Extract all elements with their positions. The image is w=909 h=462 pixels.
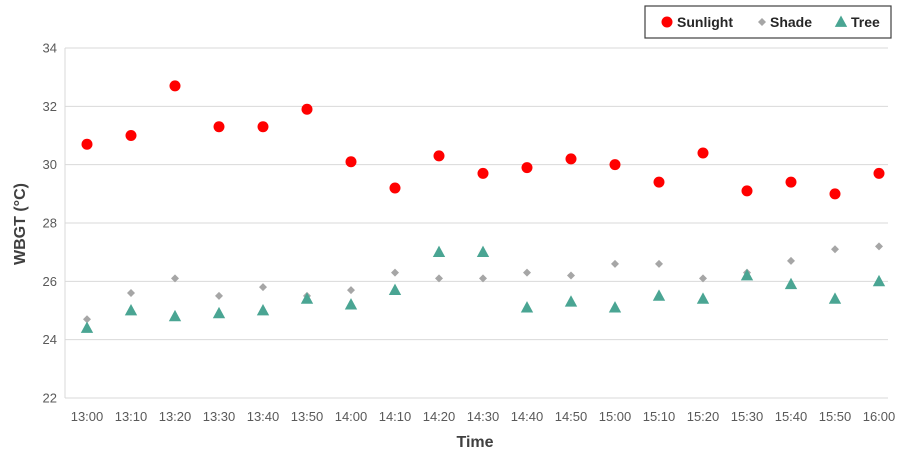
data-point-sunlight: [565, 153, 577, 165]
x-tick-label: 14:00: [335, 409, 368, 424]
data-point-shade: [347, 286, 355, 295]
data-point-tree: [696, 292, 710, 304]
data-point-sunlight: [873, 167, 885, 179]
data-point-tree: [168, 309, 182, 322]
data-point-tree: [476, 245, 490, 258]
data-point-tree: [388, 283, 402, 295]
y-tick-label: 30: [43, 157, 57, 172]
data-point-sunlight: [257, 121, 269, 133]
y-tick-label: 24: [43, 332, 57, 347]
x-tick-label: 13:30: [203, 409, 236, 424]
data-point-shade: [523, 268, 531, 277]
legend-box: [644, 5, 892, 39]
data-point-shade: [787, 256, 795, 265]
data-point-sunlight: [125, 130, 137, 141]
data-point-sunlight: [697, 147, 709, 159]
data-series: [80, 80, 886, 333]
data-point-sunlight: [785, 176, 797, 188]
x-tick-label: 16:00: [863, 409, 896, 424]
series-tree: [80, 245, 886, 333]
data-point-sunlight: [521, 162, 533, 174]
series-sunlight: [81, 80, 885, 200]
data-point-shade: [127, 289, 135, 297]
data-point-sunlight: [741, 185, 753, 197]
x-tick-label: 15:10: [643, 409, 676, 424]
data-point-sunlight: [169, 80, 181, 92]
data-point-tree: [124, 304, 138, 316]
data-point-tree: [80, 321, 94, 333]
data-point-sunlight: [389, 182, 401, 194]
data-point-tree: [432, 245, 446, 258]
data-point-tree: [300, 292, 314, 304]
data-point-sunlight: [653, 176, 665, 188]
y-tick-label: 22: [43, 391, 57, 406]
data-point-tree: [740, 269, 754, 281]
data-point-tree: [608, 301, 622, 313]
data-point-shade: [435, 274, 443, 283]
x-tick-label: 15:40: [775, 409, 808, 424]
x-tick-label: 14:10: [379, 409, 412, 424]
data-point-sunlight: [829, 188, 841, 200]
gridlines: [65, 47, 888, 399]
data-point-sunlight: [81, 138, 93, 150]
legend-label-tree: Tree: [851, 14, 880, 30]
data-point-tree: [784, 277, 798, 290]
x-tick-label: 15:00: [599, 409, 632, 424]
x-axis-title: Time: [456, 434, 493, 451]
legend: Sunlight Shade Tree: [644, 5, 892, 39]
data-point-tree: [564, 295, 578, 307]
x-tick-label: 15:50: [819, 409, 852, 424]
data-point-tree: [212, 306, 226, 319]
y-tick-label: 26: [43, 274, 57, 289]
data-point-tree: [828, 292, 842, 304]
x-tick-label: 15:20: [687, 409, 720, 424]
x-tick-label: 14:20: [423, 409, 456, 424]
data-point-shade: [611, 259, 619, 268]
data-point-tree: [520, 301, 534, 313]
y-tick-label: 32: [43, 99, 57, 114]
data-point-sunlight: [301, 103, 313, 115]
x-tick-label: 13:00: [71, 409, 104, 424]
data-point-tree: [652, 289, 666, 301]
y-tick-label: 34: [43, 41, 57, 56]
x-tick-label: 13:20: [159, 409, 192, 424]
x-tick-label: 13:50: [291, 409, 324, 424]
y-tick-label: 28: [43, 216, 57, 231]
legend-marker-sunlight: [661, 16, 673, 28]
data-point-tree: [256, 304, 270, 316]
legend-label-shade: Shade: [770, 14, 812, 30]
data-point-shade: [171, 274, 179, 283]
data-point-sunlight: [477, 167, 489, 179]
data-point-shade: [875, 242, 883, 251]
data-point-shade: [215, 291, 223, 300]
legend-marker-tree: [834, 15, 848, 27]
x-tick-label: 13:10: [115, 409, 148, 424]
x-tick-label: 14:30: [467, 409, 500, 424]
data-point-shade: [831, 245, 839, 254]
data-point-shade: [83, 315, 91, 324]
legend-marker-shade: [758, 18, 766, 26]
y-axis-title: WBGT (°C): [12, 183, 29, 265]
data-point-shade: [655, 259, 663, 268]
data-point-sunlight: [213, 121, 225, 133]
data-point-shade: [567, 271, 575, 280]
x-tick-label: 14:50: [555, 409, 588, 424]
legend-label-sunlight: Sunlight: [677, 14, 733, 30]
x-tick-label: 13:40: [247, 409, 280, 424]
axes: 22 24 26 28 30 32 34 13:00 13:10 13:20 13:30 13:40 1…: [43, 41, 896, 425]
x-tick-label: 15:30: [731, 409, 764, 424]
data-point-tree: [872, 274, 886, 287]
data-point-sunlight: [345, 156, 357, 168]
data-point-tree: [344, 298, 358, 310]
data-point-shade: [391, 268, 399, 277]
data-point-shade: [259, 283, 267, 292]
data-point-shade: [479, 274, 487, 283]
data-point-sunlight: [433, 150, 445, 162]
data-point-sunlight: [609, 159, 621, 171]
data-point-shade: [699, 274, 707, 283]
x-tick-label: 14:40: [511, 409, 544, 424]
